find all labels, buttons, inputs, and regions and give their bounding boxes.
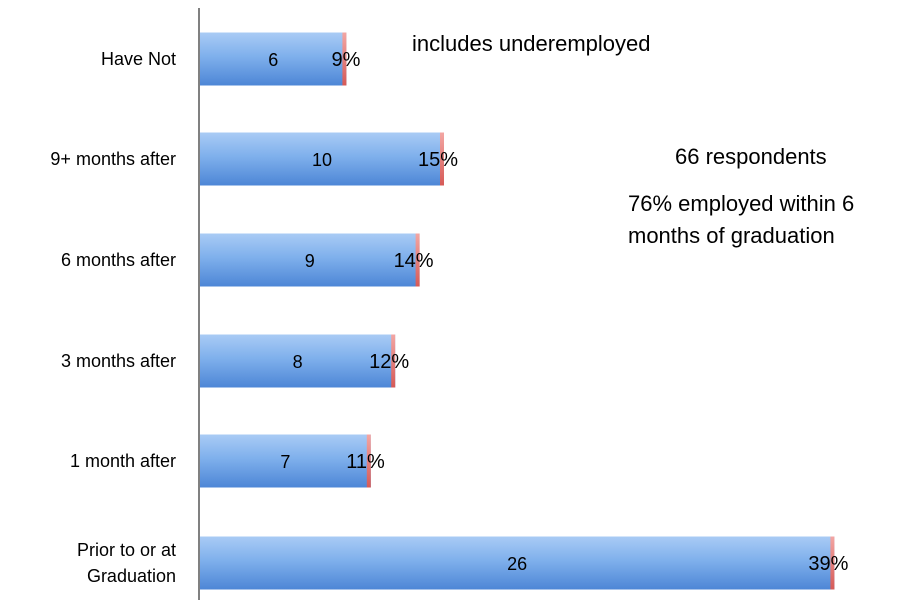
category-label-1: 9+ months after xyxy=(50,149,176,169)
bar-count-5 xyxy=(200,536,835,590)
percent-label-3: 12% xyxy=(369,351,409,373)
bar-count-1 xyxy=(200,132,444,186)
category-label-5-line-0: Prior to or at xyxy=(77,540,176,560)
percent-label-2: 14% xyxy=(394,250,434,272)
category-label-3: 3 months after xyxy=(61,351,176,371)
bar-count-2 xyxy=(200,233,420,287)
labels-layer: Have Not 6 9% 9+ months after 10 15% 6 months … xyxy=(50,49,848,586)
percent-label-5: 39% xyxy=(808,553,848,575)
category-label-0: Have Not xyxy=(101,49,176,69)
bar-count-3 xyxy=(200,334,396,388)
category-label-5-line-1: Graduation xyxy=(87,566,176,586)
annotation-underemployed: includes underemployed xyxy=(412,31,651,56)
percent-label-0: 9% xyxy=(331,49,360,71)
category-label-4: 1 month after xyxy=(70,451,176,471)
category-label-2: 6 months after xyxy=(61,250,176,270)
bars-layer xyxy=(200,32,835,590)
bar-count-4 xyxy=(200,434,371,488)
count-label-0: 6 xyxy=(268,50,278,70)
bar-percent-cap-4 xyxy=(366,434,371,488)
percent-label-1: 15% xyxy=(418,149,458,171)
bar-percent-cap-3 xyxy=(391,334,396,388)
percent-label-4: 11% xyxy=(346,451,385,473)
count-label-4: 7 xyxy=(280,452,290,472)
bar-percent-cap-2 xyxy=(415,233,420,287)
count-label-3: 8 xyxy=(293,352,303,372)
annotation-employed-within-6-months: 76% employed within 6 months of graduati… xyxy=(628,191,855,248)
bar-percent-cap-5 xyxy=(830,536,835,590)
count-label-2: 9 xyxy=(305,251,315,271)
bar-percent-cap-0 xyxy=(342,32,347,86)
count-label-1: 10 xyxy=(312,150,332,170)
bar-percent-cap-1 xyxy=(440,132,444,186)
bar-count-0 xyxy=(200,32,347,86)
annotation-respondents: 66 respondents xyxy=(675,144,827,169)
count-label-5: 26 xyxy=(507,554,527,574)
